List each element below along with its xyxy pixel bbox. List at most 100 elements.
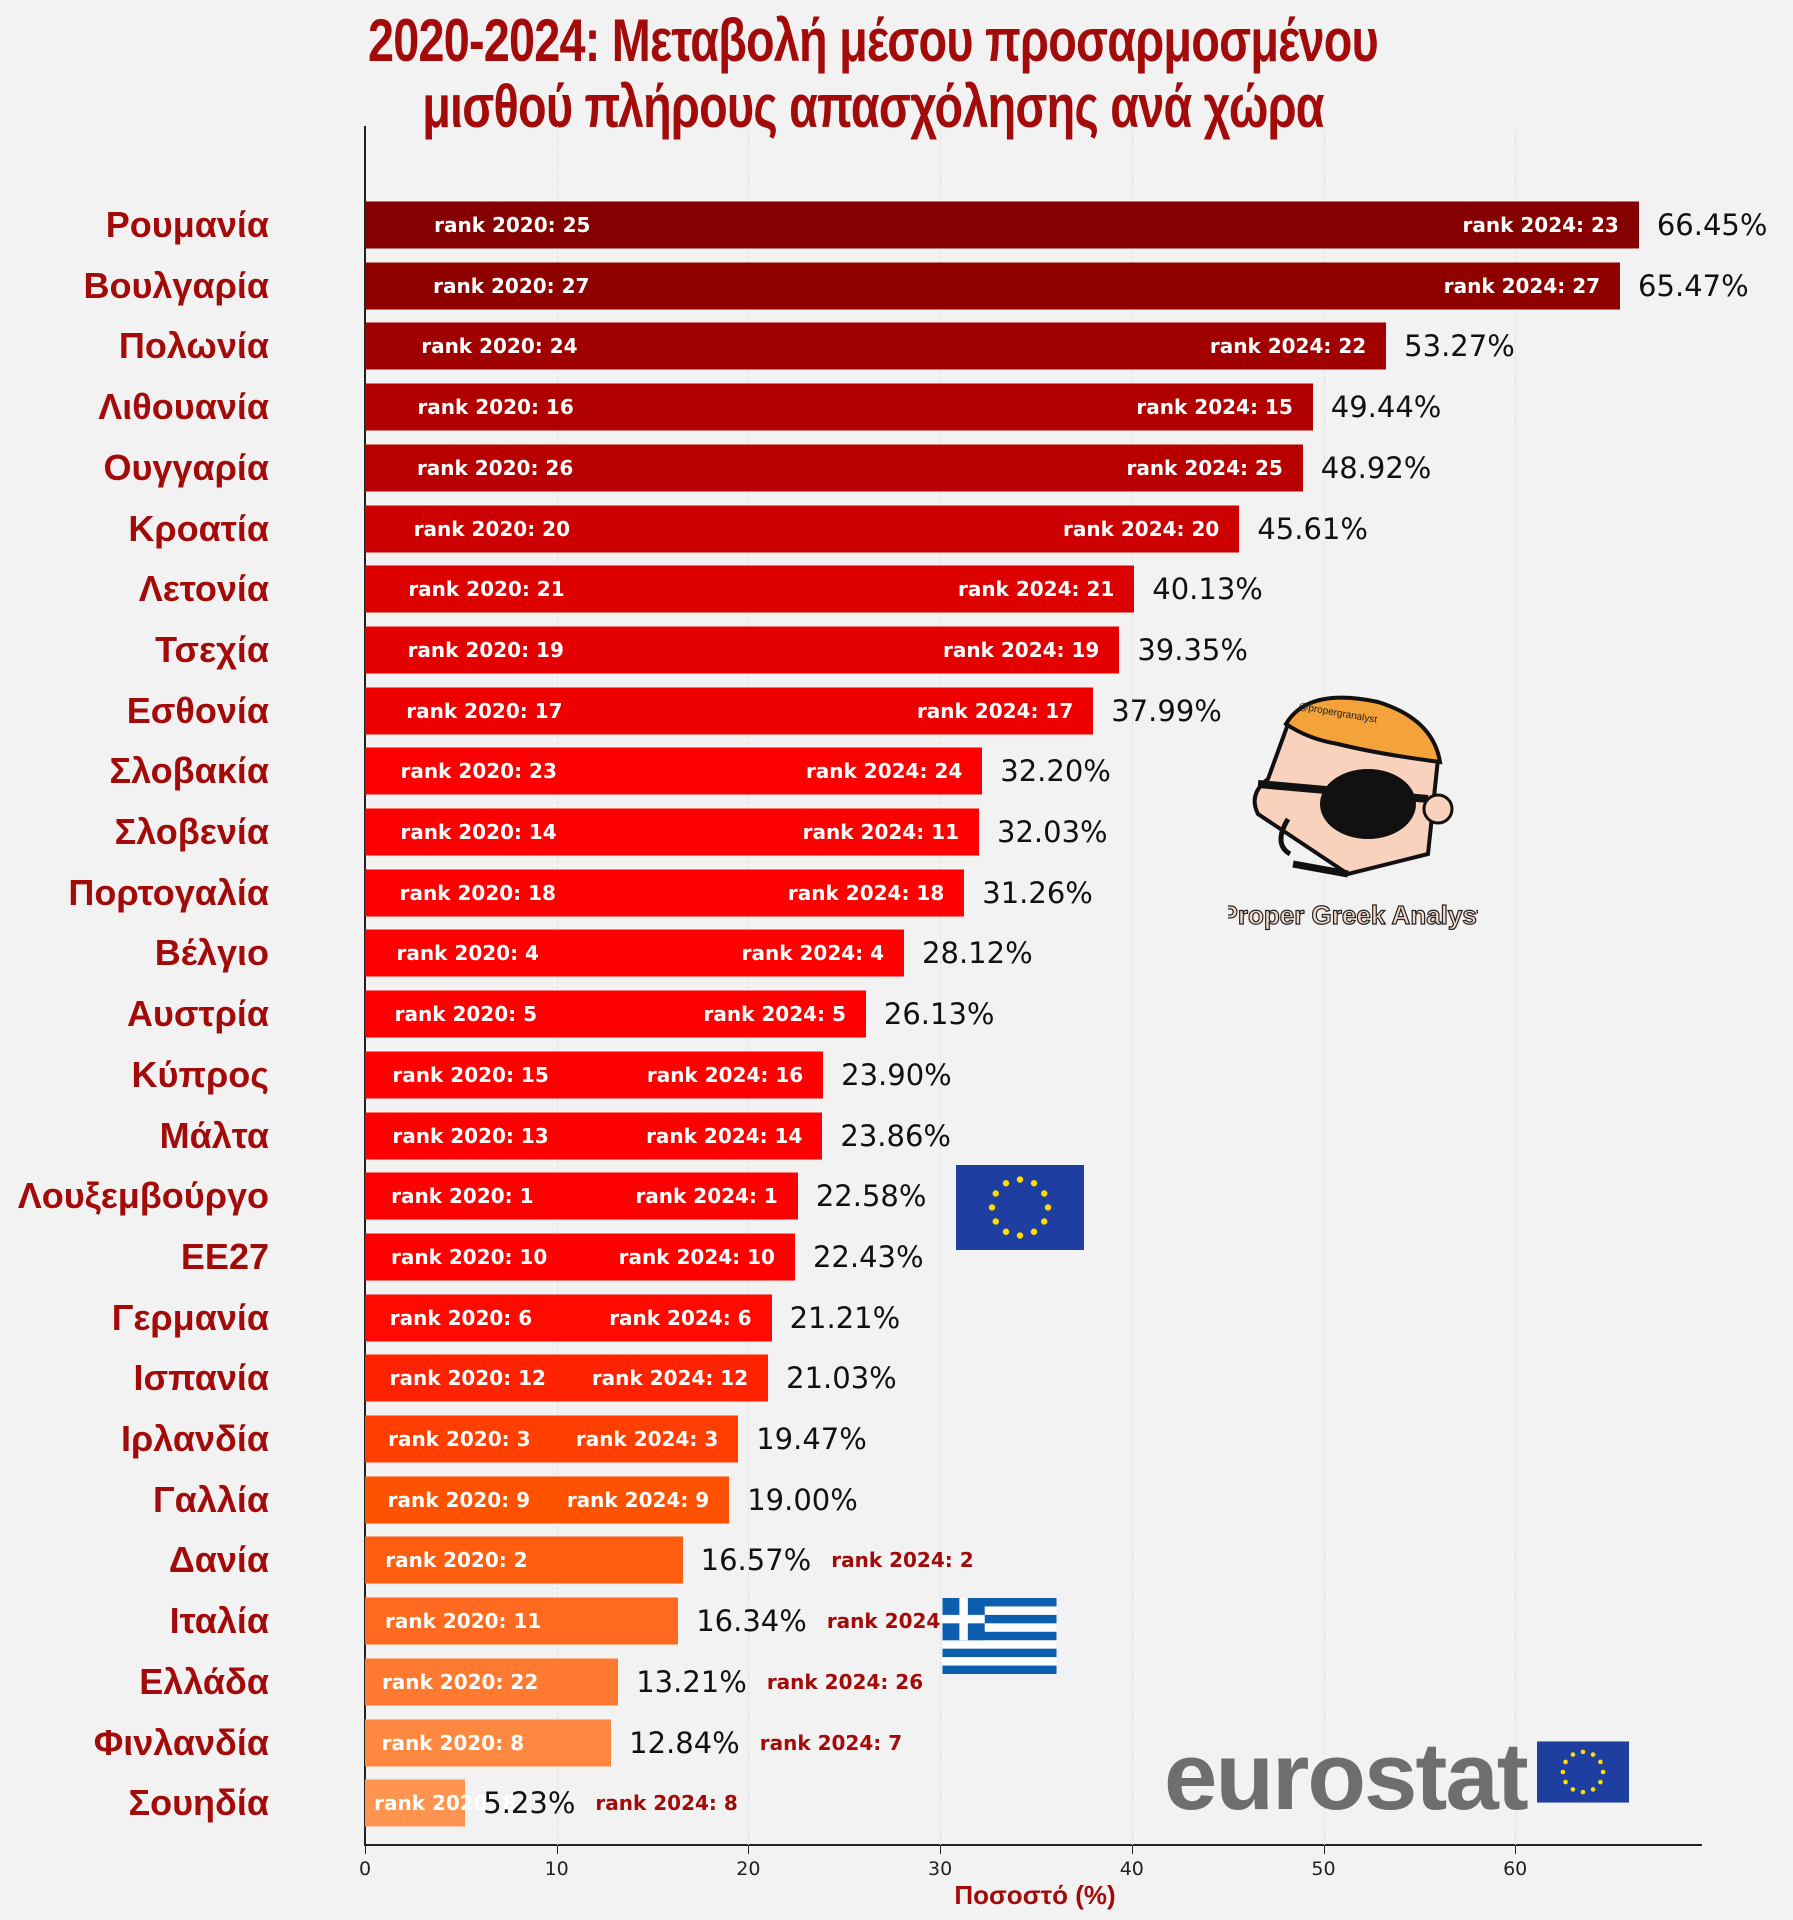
rank-2024-label: rank 2024: 27 bbox=[1443, 273, 1601, 298]
value-label: 13.21% bbox=[636, 1664, 747, 1699]
rank-2020-label: rank 2020: 25 bbox=[434, 213, 591, 237]
category-label: Ρουμανία bbox=[105, 204, 269, 245]
gridline bbox=[556, 126, 558, 1845]
rank-2024-label: rank 2024: 19 bbox=[943, 637, 1100, 662]
eurostat-eu-flag bbox=[1537, 1741, 1629, 1803]
rank-2024-label: rank 2024: 7 bbox=[759, 1730, 903, 1755]
rank-2024-label: rank 2024: 6 bbox=[609, 1305, 752, 1330]
x-axis bbox=[365, 1844, 1702, 1846]
category-label: Δανία bbox=[168, 1539, 269, 1581]
rank-2020-label: rank 2020: 6 bbox=[389, 1305, 533, 1330]
category-label: Βουλγαρία bbox=[83, 264, 269, 306]
rank-2020-label: rank 2020: 14 bbox=[400, 820, 557, 844]
y-axis bbox=[364, 126, 366, 1846]
rank-2024-label: rank 2024: 17 bbox=[916, 698, 1074, 723]
rank-2020-label: rank 2020: 18 bbox=[399, 880, 556, 905]
star-icon bbox=[1030, 1180, 1038, 1187]
gridline bbox=[748, 126, 750, 1845]
rank-2020-label: rank 2020: 5 bbox=[394, 1002, 537, 1027]
bar bbox=[365, 808, 979, 856]
star-icon bbox=[1570, 1787, 1576, 1792]
value-label-group: 32.03% bbox=[997, 815, 1108, 849]
rank-2024-label: rank 2024: 11 bbox=[802, 820, 959, 844]
bar bbox=[365, 1294, 772, 1342]
star-icon bbox=[1590, 1787, 1596, 1792]
category-label: Γερμανία bbox=[111, 1296, 269, 1338]
value-label: 65.47% bbox=[1638, 268, 1749, 303]
value-label-group: 40.13% bbox=[1152, 572, 1263, 606]
greece-flag bbox=[942, 1598, 1057, 1674]
value-label: 22.58% bbox=[815, 1179, 927, 1214]
x-tick-label: 50 bbox=[1311, 1858, 1336, 1880]
eurostat-logo-text: eurostat bbox=[1164, 1723, 1529, 1830]
x-tick bbox=[1515, 1846, 1517, 1854]
rank-2024-label: rank 2024: 14 bbox=[646, 1123, 803, 1148]
category-label: Κύπρος bbox=[131, 1053, 270, 1095]
star-icon bbox=[1590, 1752, 1596, 1757]
category-label: Πολωνία bbox=[118, 325, 269, 367]
star-icon bbox=[1044, 1204, 1052, 1211]
star-icon bbox=[992, 1218, 999, 1225]
star-icon bbox=[1580, 1749, 1586, 1755]
value-label-group: 21.21% bbox=[790, 1301, 901, 1335]
rank-2024-label: rank 2024: 20 bbox=[1063, 516, 1220, 541]
x-tick-label: 40 bbox=[1119, 1858, 1144, 1880]
rank-2024-label: rank 2024: 26 bbox=[766, 1669, 924, 1694]
star-icon bbox=[1560, 1769, 1566, 1775]
rank-2024-label: rank 2024: 9 bbox=[566, 1487, 710, 1512]
value-label-group: 13.21% rank 2024: 26 bbox=[636, 1665, 923, 1699]
rank-2024-label: rank 2024: 3 bbox=[575, 1427, 719, 1451]
value-label: 53.27% bbox=[1404, 329, 1515, 364]
category-label: Τσεχία bbox=[155, 628, 269, 670]
star-icon bbox=[1030, 1228, 1038, 1235]
star-icon bbox=[1563, 1779, 1568, 1785]
bar bbox=[365, 262, 1621, 310]
value-label: 40.13% bbox=[1152, 572, 1263, 607]
mascot-text: Proper Greek Analyst bbox=[1228, 900, 1478, 930]
star-icon bbox=[992, 1190, 999, 1197]
category-label: Αυστρία bbox=[126, 993, 269, 1035]
rank-2020-label: rank 2020: 20 bbox=[413, 516, 571, 541]
rank-2024-label: rank 2024: 8 bbox=[595, 1791, 738, 1816]
value-label-group: 31.26% bbox=[982, 876, 1093, 910]
mascot-logo: @propergranalyst Proper Greek Analyst bbox=[1228, 695, 1478, 931]
star-icon bbox=[1016, 1176, 1024, 1183]
rank-2024-label: rank 2024: 21 bbox=[957, 577, 1115, 602]
value-label: 32.20% bbox=[1000, 754, 1111, 789]
value-label-group: 22.43% bbox=[813, 1240, 924, 1274]
bar bbox=[365, 1476, 730, 1524]
gridline bbox=[1131, 126, 1133, 1845]
value-label-group: 23.86% bbox=[840, 1119, 951, 1153]
category-label: Φινλανδία bbox=[93, 1721, 269, 1763]
rank-2024-label: rank 2024: 2 bbox=[831, 1548, 974, 1573]
category-label: Σουηδία bbox=[128, 1782, 269, 1824]
bar bbox=[365, 1354, 769, 1402]
value-label: 48.92% bbox=[1320, 450, 1432, 485]
value-label: 16.34% bbox=[696, 1604, 807, 1639]
rank-2020-label: rank 2020: 27 bbox=[433, 273, 590, 298]
rank-2020-label: rank 2020: 26 bbox=[416, 455, 574, 480]
value-label: 19.00% bbox=[747, 1482, 858, 1517]
rank-2020-label: rank 2020: 16 bbox=[417, 395, 574, 420]
bar bbox=[365, 1415, 739, 1463]
value-label-group: 23.90% bbox=[841, 1058, 952, 1092]
category-label: Σλοβακία bbox=[109, 750, 270, 792]
value-label-group: 19.47% bbox=[756, 1422, 867, 1456]
category-label: Ιρλανδία bbox=[121, 1418, 269, 1459]
bar bbox=[365, 1779, 466, 1827]
x-tick bbox=[1131, 1846, 1133, 1854]
category-label: ΕΕ27 bbox=[180, 1235, 269, 1277]
value-label-group: 16.34% rank 2024: 13 bbox=[696, 1604, 983, 1638]
category-label: Γαλλία bbox=[153, 1478, 269, 1520]
value-label-group: 53.27% bbox=[1404, 329, 1515, 363]
category-label: Σλοβενία bbox=[114, 811, 269, 852]
x-tick bbox=[1323, 1846, 1325, 1854]
x-tick bbox=[556, 1846, 558, 1854]
value-label: 16.57% bbox=[700, 1543, 812, 1578]
value-label: 31.26% bbox=[982, 875, 1093, 910]
rank-2020-label: rank 2020: 21 bbox=[408, 577, 565, 602]
bar bbox=[365, 687, 1094, 735]
x-tick bbox=[940, 1846, 942, 1854]
bar bbox=[365, 1233, 795, 1281]
value-label-group: 22.58% bbox=[816, 1179, 927, 1213]
